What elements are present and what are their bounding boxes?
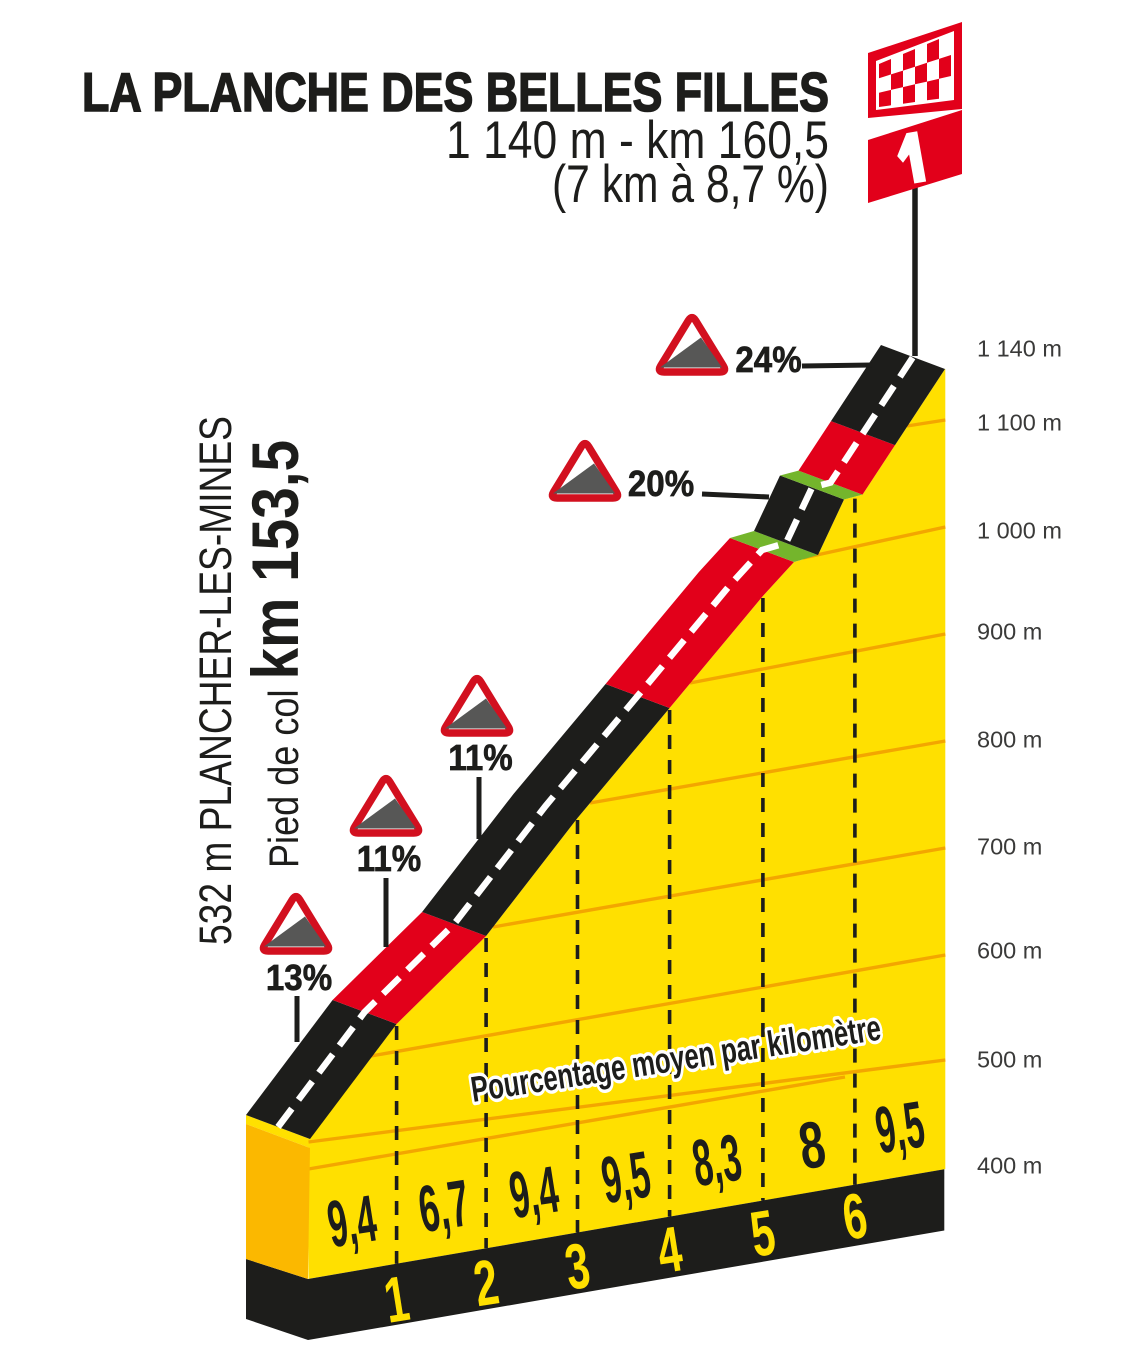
svg-text:(7 km à 8,7 %): (7 km à 8,7 %) [552, 155, 829, 214]
svg-text:Pied de col km 153,5: Pied de col km 153,5 [238, 440, 312, 868]
svg-text:20%: 20% [628, 465, 694, 505]
svg-text:11%: 11% [357, 840, 421, 880]
svg-text:400 m: 400 m [977, 1153, 1042, 1179]
svg-text:900 m: 900 m [977, 619, 1042, 645]
svg-text:800 m: 800 m [977, 727, 1042, 753]
svg-text:532 m PLANCHER-LES-MINES: 532 m PLANCHER-LES-MINES [190, 416, 241, 945]
svg-text:6,7: 6,7 [414, 1167, 475, 1247]
svg-text:9,4: 9,4 [504, 1153, 563, 1234]
svg-text:9,5: 9,5 [596, 1138, 655, 1219]
svg-text:11%: 11% [448, 739, 512, 779]
svg-text:24%: 24% [735, 341, 801, 381]
svg-text:1 140 m: 1 140 m [977, 336, 1062, 362]
svg-text:9,5: 9,5 [870, 1088, 929, 1169]
svg-text:1 140 m - km 160,5: 1 140 m - km 160,5 [446, 111, 829, 170]
svg-text:1 000 m: 1 000 m [977, 518, 1062, 544]
svg-text:LA PLANCHE DES BELLES FILLES: LA PLANCHE DES BELLES FILLES [82, 61, 829, 123]
svg-text:500 m: 500 m [977, 1047, 1042, 1073]
svg-text:1 100 m: 1 100 m [977, 410, 1062, 436]
svg-text:600 m: 600 m [977, 938, 1042, 964]
svg-text:9,4: 9,4 [322, 1182, 381, 1263]
svg-text:13%: 13% [266, 959, 332, 999]
svg-text:700 m: 700 m [977, 834, 1042, 860]
svg-text:8,3: 8,3 [687, 1121, 746, 1202]
